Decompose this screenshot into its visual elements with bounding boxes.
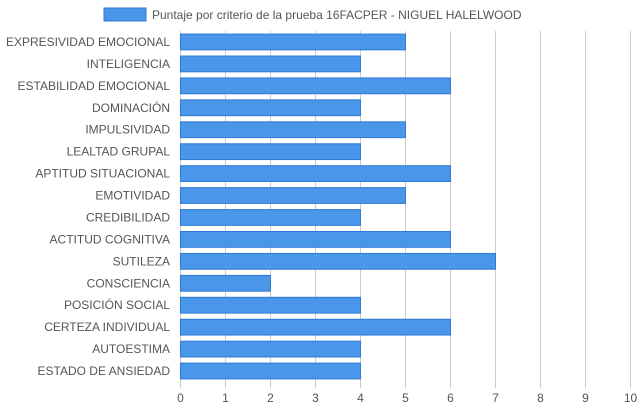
bar-8[interactable] <box>180 209 361 226</box>
category-label-6: APTITUD SITUACIONAL <box>35 167 170 181</box>
x-tick-label-0: 0 <box>177 391 184 405</box>
category-label-10: SUTILEZA <box>113 254 170 268</box>
category-label-3: DOMINACIÓN <box>92 100 170 115</box>
bar-14[interactable] <box>180 340 361 358</box>
bar-3[interactable] <box>180 99 361 117</box>
x-tick-label-8: 8 <box>537 391 544 405</box>
legend-swatch <box>103 7 147 22</box>
bar-15[interactable] <box>180 362 361 380</box>
bar-1[interactable] <box>180 55 361 73</box>
bar-7[interactable] <box>180 187 406 204</box>
x-tick-label-7: 7 <box>492 391 499 405</box>
legend-label: Puntaje por criterio de la prueba 16FACP… <box>152 8 522 22</box>
bars <box>180 33 496 380</box>
legend[interactable]: Puntaje por criterio de la prueba 16FACP… <box>103 7 522 22</box>
category-label-15: ESTADO DE ANSIEDAD <box>38 364 171 378</box>
x-tick-label-3: 3 <box>312 391 319 405</box>
bar-10[interactable] <box>180 252 496 270</box>
category-label-2: ESTABILIDAD EMOCIONAL <box>18 79 171 93</box>
category-labels: EXPRESIVIDAD EMOCIONAL INTELIGENCIA ESTABI… <box>6 35 170 378</box>
bar-6[interactable] <box>180 165 451 182</box>
x-tick-label-9: 9 <box>582 391 589 405</box>
category-label-11: CONSCIENCIA <box>87 276 170 290</box>
x-tick-label-4: 4 <box>357 391 364 405</box>
x-tick-label-6: 6 <box>447 391 454 405</box>
x-axis-ticks: 0 1 2 3 4 5 6 7 8 9 10 <box>177 391 637 405</box>
x-tick-label-1: 1 <box>222 391 229 405</box>
bar-0[interactable] <box>180 33 406 51</box>
bar-11[interactable] <box>180 274 271 292</box>
category-label-1: INTELIGENCIA <box>87 57 170 71</box>
bar-12[interactable] <box>180 296 361 314</box>
bar-13[interactable] <box>180 318 451 336</box>
category-label-8: CREDIBILIDAD <box>86 210 170 224</box>
bar-4[interactable] <box>180 121 406 139</box>
category-label-9: ACTITUD COGNITIVA <box>50 232 170 246</box>
bar-9[interactable] <box>180 231 451 248</box>
x-tick-label-2: 2 <box>267 391 274 405</box>
category-label-0: EXPRESIVIDAD EMOCIONAL <box>6 35 170 49</box>
category-label-12: POSICIÓN SOCIAL <box>64 297 170 312</box>
x-tick-label-5: 5 <box>402 391 409 405</box>
category-label-13: CERTEZA INDIVIDUAL <box>44 320 170 334</box>
category-label-5: LEALTAD GRUPAL <box>67 145 171 159</box>
x-tick-label-10: 10 <box>624 391 638 405</box>
category-label-7: EMOTIVIDAD <box>95 189 170 203</box>
bar-2[interactable] <box>180 77 451 95</box>
category-label-14: AUTOESTIMA <box>92 342 170 356</box>
bar-5[interactable] <box>180 143 361 161</box>
category-label-4: IMPULSIVIDAD <box>85 123 170 137</box>
